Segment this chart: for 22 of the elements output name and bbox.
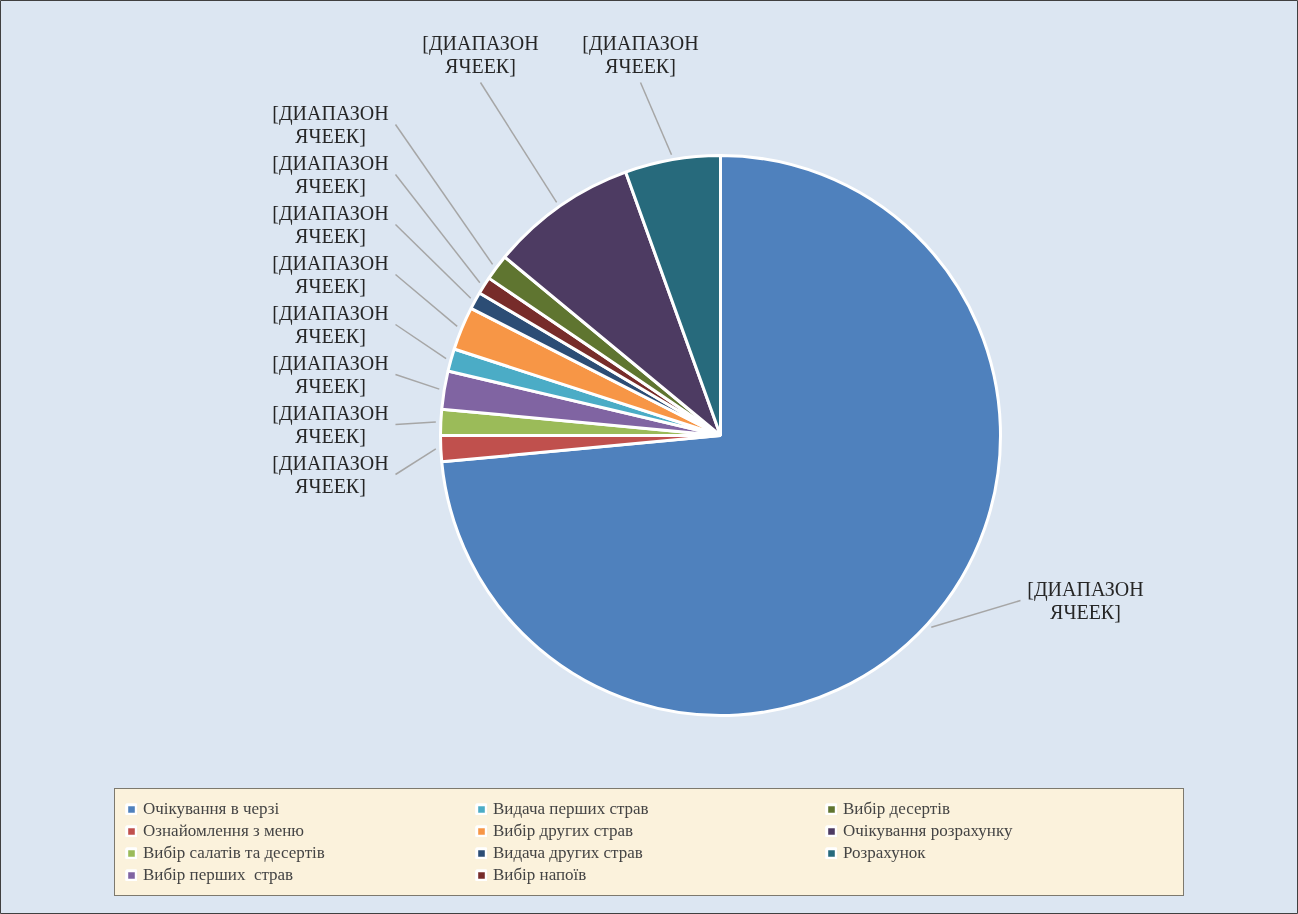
data-label: [ДИАПАЗОН ЯЧЕЕК] xyxy=(272,301,389,348)
legend-label: Видача перших страв xyxy=(493,799,650,819)
data-label: [ДИАПАЗОН ЯЧЕЕК] xyxy=(272,151,389,198)
data-label: [ДИАПАЗОН ЯЧЕЕК] xyxy=(272,251,389,298)
legend-label: Вибір десертів xyxy=(843,799,951,819)
legend-label: Вибір других страв xyxy=(493,821,635,841)
data-label: [ДИАПАЗОН ЯЧЕЕК] xyxy=(272,451,389,498)
data-label: [ДИАПАЗОН ЯЧЕЕК] xyxy=(272,351,389,398)
legend-label: Вибір напоїв xyxy=(493,865,588,885)
legend-label: Очікування в черзі xyxy=(143,799,281,819)
data-label: [ДИАПАЗОН ЯЧЕЕК] xyxy=(1027,577,1144,624)
legend-label: Очікування розрахунку xyxy=(843,821,1014,841)
data-label: [ДИАПАЗОН ЯЧЕЕК] xyxy=(272,101,389,148)
legend-label: Видача других страв xyxy=(493,843,644,863)
legend-label: Вибір салатів та десертів xyxy=(143,843,326,863)
legend-label: Розрахунок xyxy=(843,843,927,863)
legend-label: Ознайомлення з меню xyxy=(143,821,306,841)
data-label: [ДИАПАЗОН ЯЧЕЕК] xyxy=(272,201,389,248)
data-label: [ДИАПАЗОН ЯЧЕЕК] xyxy=(272,401,389,448)
legend-label: Вибір перших страв xyxy=(143,865,295,885)
data-label: [ДИАПАЗОН ЯЧЕЕК] xyxy=(582,31,699,78)
data-label: [ДИАПАЗОН ЯЧЕЕК] xyxy=(422,31,539,78)
